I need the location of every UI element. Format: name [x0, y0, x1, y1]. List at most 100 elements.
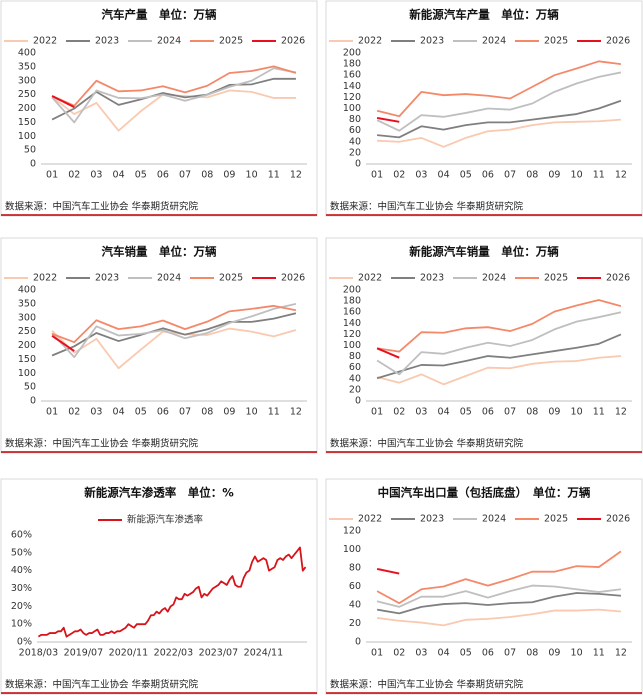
- y-tick-label: 350: [18, 61, 36, 72]
- y-tick-label: 180: [343, 59, 361, 70]
- series-line: [51, 304, 297, 344]
- x-tick-label: 03: [90, 170, 102, 181]
- y-tick-label: 60: [349, 581, 361, 592]
- y-tick-label: 100: [343, 103, 361, 114]
- x-tick-label: 04: [438, 407, 450, 418]
- y-tick-label: 30%: [11, 583, 32, 594]
- x-tick-label: 07: [179, 170, 191, 181]
- y-tick-label: 100: [18, 131, 36, 142]
- x-tick-label: 01: [46, 407, 58, 418]
- y-tick-label: 20: [349, 147, 361, 158]
- x-tick-label: 2019/07: [64, 648, 103, 659]
- source-note: 数据来源：中国汽车工业协会 华泰期货研究院: [330, 201, 524, 213]
- series-line: [376, 550, 622, 605]
- x-tick-label: 2024/11: [244, 648, 283, 659]
- x-tick-label: 12: [615, 407, 627, 418]
- x-tick-label: 12: [290, 407, 302, 418]
- x-tick-label: 03: [415, 648, 427, 659]
- x-tick-label: 2022/03: [154, 648, 193, 659]
- y-tick-label: 80: [349, 114, 361, 125]
- y-tick-label: 160: [343, 70, 361, 81]
- series-line: [376, 60, 622, 118]
- x-tick-label: 05: [135, 170, 147, 181]
- series-line: [37, 546, 307, 638]
- y-tick-label: 0: [355, 396, 361, 407]
- x-tick-label: 08: [201, 407, 213, 418]
- x-tick-label: 01: [371, 170, 383, 181]
- panel-border: [325, 237, 643, 454]
- panel-border: [0, 237, 318, 454]
- x-tick-label: 07: [179, 407, 191, 418]
- chart-title: 新能源汽车产量 单位：万辆: [409, 8, 559, 22]
- legend-label: 新能源汽车渗透率: [127, 514, 204, 526]
- x-tick-label: 11: [593, 170, 605, 181]
- y-tick-label: 200: [343, 285, 361, 296]
- series-line: [51, 67, 297, 124]
- source-note: 数据来源：中国汽车工业协会 华泰期货研究院: [5, 438, 199, 450]
- x-tick-label: 12: [290, 170, 302, 181]
- y-tick-label: 40: [349, 373, 361, 384]
- y-tick-label: 100: [343, 340, 361, 351]
- series-line: [51, 89, 296, 132]
- legend-label: 2025: [544, 36, 568, 47]
- legend-label: 2022: [358, 36, 382, 47]
- y-tick-label: 50: [24, 145, 36, 156]
- x-tick-label: 11: [268, 170, 280, 181]
- legend-label: 2022: [358, 273, 382, 284]
- y-tick-label: 80: [349, 351, 361, 362]
- x-tick-label: 04: [113, 170, 125, 181]
- y-tick-label: 40: [349, 136, 361, 147]
- y-tick-label: 100: [343, 544, 361, 555]
- x-tick-label: 07: [504, 407, 516, 418]
- series-line: [51, 95, 75, 109]
- y-tick-label: 150: [18, 354, 36, 365]
- y-tick-label: 120: [343, 329, 361, 340]
- y-tick-label: 20: [349, 618, 361, 629]
- legend-label: 2023: [420, 273, 444, 284]
- series-line: [376, 608, 621, 627]
- y-tick-label: 0%: [17, 637, 32, 648]
- y-tick-label: 160: [343, 307, 361, 318]
- x-tick-label: 11: [268, 407, 280, 418]
- y-tick-label: 0: [355, 637, 361, 648]
- chart-title: 新能源汽车销量 单位：万辆: [409, 245, 559, 259]
- y-tick-label: 250: [18, 89, 36, 100]
- x-tick-label: 09: [548, 648, 560, 659]
- y-tick-label: 200: [18, 340, 36, 351]
- series-line: [376, 71, 622, 132]
- legend-label: 2026: [281, 36, 305, 47]
- legend-label: 2026: [606, 36, 630, 47]
- legend-label: 2025: [544, 514, 568, 525]
- x-tick-label: 2023/07: [199, 648, 238, 659]
- series-line: [376, 311, 622, 376]
- x-tick-label: 03: [415, 407, 427, 418]
- x-tick-label: 08: [201, 170, 213, 181]
- x-tick-label: 02: [393, 170, 405, 181]
- y-tick-label: 60%: [11, 530, 32, 541]
- x-tick-label: 03: [415, 170, 427, 181]
- x-tick-label: 04: [438, 648, 450, 659]
- x-tick-label: 05: [460, 170, 472, 181]
- x-tick-label: 06: [157, 170, 169, 181]
- x-tick-label: 11: [593, 407, 605, 418]
- x-tick-label: 02: [393, 648, 405, 659]
- legend-label: 2022: [33, 273, 57, 284]
- legend-label: 2022: [358, 514, 382, 525]
- legend-label: 2026: [606, 514, 630, 525]
- y-tick-label: 60: [349, 125, 361, 136]
- series-line: [51, 327, 297, 370]
- legend-label: 2024: [482, 273, 506, 284]
- x-tick-label: 12: [615, 648, 627, 659]
- y-tick-label: 200: [343, 48, 361, 59]
- y-tick-label: 0: [30, 159, 36, 170]
- x-tick-label: 07: [504, 648, 516, 659]
- legend-label: 2024: [482, 36, 506, 47]
- y-tick-label: 0: [355, 159, 361, 170]
- legend-label: 2025: [544, 273, 568, 284]
- series-line: [376, 355, 621, 386]
- y-tick-label: 20: [349, 384, 361, 395]
- x-tick-label: 10: [571, 170, 583, 181]
- y-tick-label: 20%: [11, 601, 32, 612]
- series-line: [376, 592, 621, 615]
- x-tick-label: 10: [246, 407, 258, 418]
